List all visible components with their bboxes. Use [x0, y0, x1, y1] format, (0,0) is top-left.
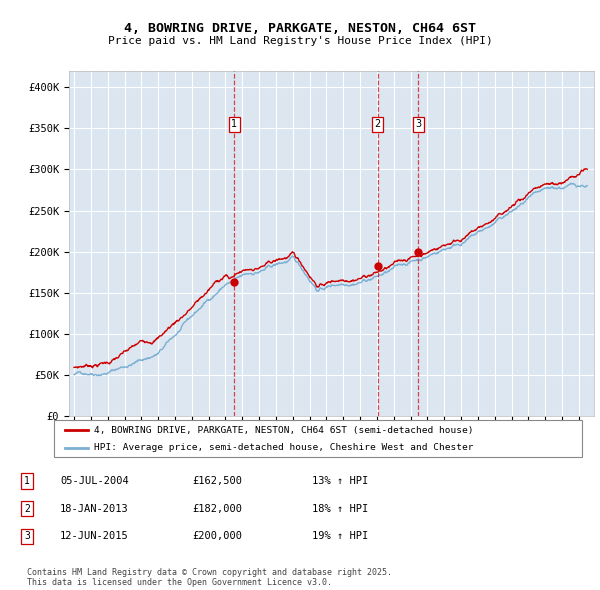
Text: 1: 1 [24, 476, 30, 486]
Text: 3: 3 [24, 532, 30, 541]
Text: 1: 1 [231, 119, 237, 129]
Text: 4, BOWRING DRIVE, PARKGATE, NESTON, CH64 6ST (semi-detached house): 4, BOWRING DRIVE, PARKGATE, NESTON, CH64… [94, 425, 473, 435]
Text: £162,500: £162,500 [192, 476, 242, 486]
Text: 3: 3 [415, 119, 421, 129]
Text: 2: 2 [24, 504, 30, 513]
Text: 13% ↑ HPI: 13% ↑ HPI [312, 476, 368, 486]
Text: £200,000: £200,000 [192, 532, 242, 541]
Text: Price paid vs. HM Land Registry's House Price Index (HPI): Price paid vs. HM Land Registry's House … [107, 37, 493, 46]
Text: 2: 2 [374, 119, 381, 129]
Text: 18-JAN-2013: 18-JAN-2013 [60, 504, 129, 513]
Text: Contains HM Land Registry data © Crown copyright and database right 2025.
This d: Contains HM Land Registry data © Crown c… [27, 568, 392, 587]
Text: 19% ↑ HPI: 19% ↑ HPI [312, 532, 368, 541]
Text: 18% ↑ HPI: 18% ↑ HPI [312, 504, 368, 513]
Text: 05-JUL-2004: 05-JUL-2004 [60, 476, 129, 486]
Text: 12-JUN-2015: 12-JUN-2015 [60, 532, 129, 541]
Text: 4, BOWRING DRIVE, PARKGATE, NESTON, CH64 6ST: 4, BOWRING DRIVE, PARKGATE, NESTON, CH64… [124, 22, 476, 35]
Text: £182,000: £182,000 [192, 504, 242, 513]
Text: HPI: Average price, semi-detached house, Cheshire West and Chester: HPI: Average price, semi-detached house,… [94, 444, 473, 453]
